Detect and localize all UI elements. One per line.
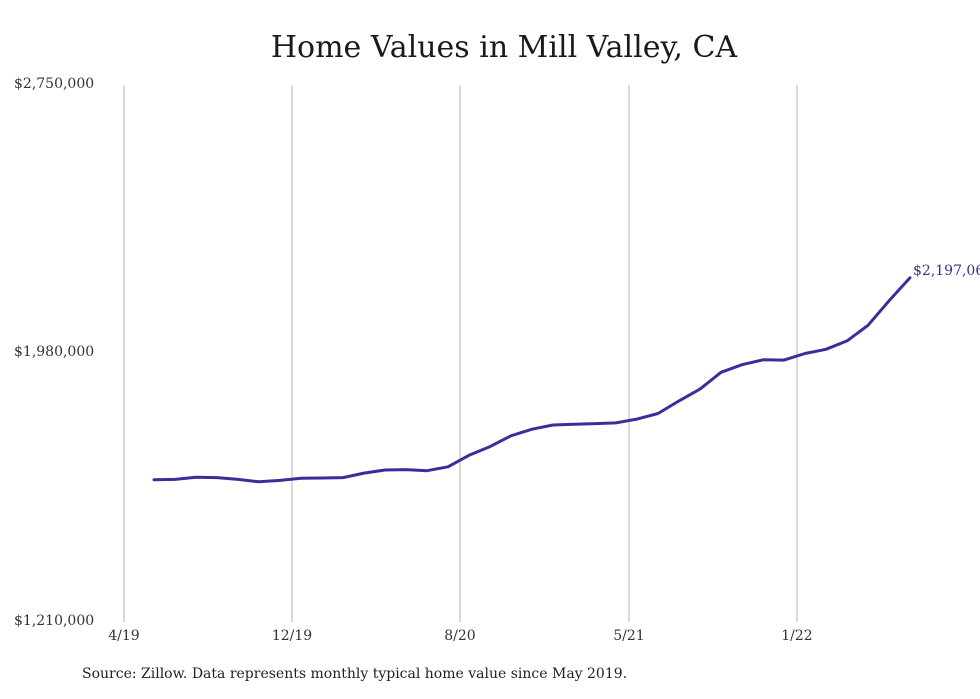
x-tick-label: 4/19 — [108, 628, 139, 644]
gridlines — [123, 85, 798, 622]
chart-title: Home Values in Mill Valley, CA — [270, 30, 738, 65]
end-value-label: $2,197,067 — [913, 263, 980, 279]
series-layer — [152, 276, 912, 484]
y-tick-label: $1,980,000 — [14, 344, 94, 360]
x-tick-label: 1/22 — [781, 628, 812, 644]
series-line — [152, 276, 912, 484]
x-tick-label: 5/21 — [613, 628, 644, 644]
x-tick-label: 12/19 — [272, 628, 312, 644]
x-axis-ticks: 4/19 12/19 8/20 5/21 1/22 — [108, 628, 812, 644]
y-axis-ticks: $2,750,000 $1,980,000 $1,210,000 — [14, 76, 94, 629]
source-note: Source: Zillow. Data represents monthly … — [82, 666, 628, 682]
data-label-layer: $2,197,067 — [913, 263, 980, 279]
y-tick-label: $1,210,000 — [14, 613, 94, 629]
y-tick-label: $2,750,000 — [14, 76, 94, 92]
x-tick-label: 8/20 — [444, 628, 475, 644]
